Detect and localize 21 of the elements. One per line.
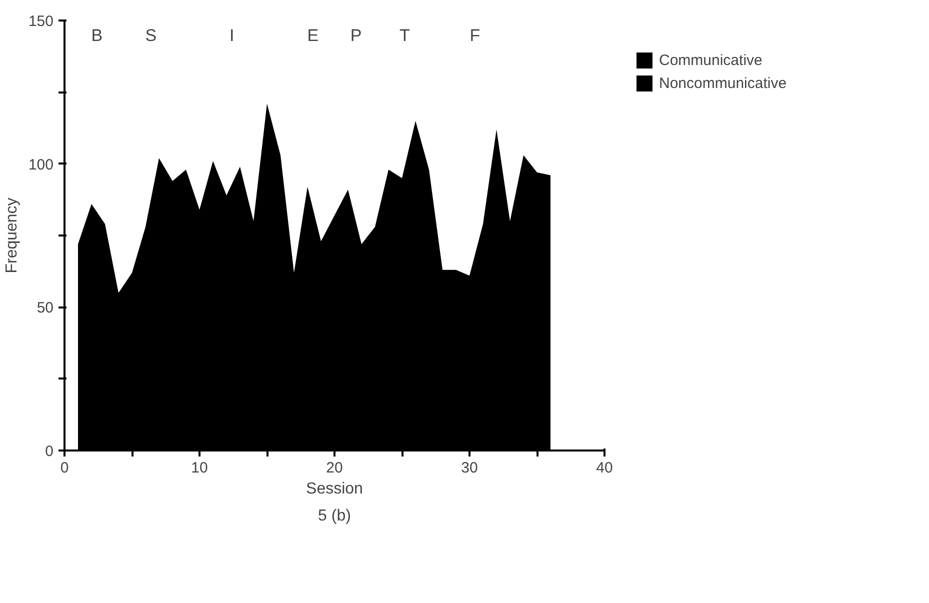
annotation: E bbox=[307, 26, 319, 45]
x-tick-label: 20 bbox=[326, 460, 343, 476]
text: 5 (b) bbox=[318, 508, 351, 524]
annotation: I bbox=[230, 26, 234, 45]
x-tick-label: 10 bbox=[191, 460, 208, 476]
annotation: S bbox=[145, 26, 157, 45]
legend-label: Communicative bbox=[659, 52, 762, 68]
x-axis-title: Session bbox=[306, 480, 363, 498]
annotation: P bbox=[350, 26, 362, 45]
annotation: F bbox=[470, 26, 480, 45]
legend-label: Noncommunicative bbox=[659, 74, 787, 92]
x-tick-label: 0 bbox=[60, 460, 69, 476]
annotation: B bbox=[91, 26, 103, 45]
x-tick-label: 40 bbox=[596, 460, 613, 476]
y-tick-label: 50 bbox=[36, 300, 54, 317]
y-tick-label: 150 bbox=[28, 13, 54, 30]
y-axis-title: Frequency bbox=[3, 198, 20, 274]
y-tick-label: 100 bbox=[28, 156, 54, 174]
annotation: T bbox=[400, 26, 410, 45]
y-tick-label: 0 bbox=[45, 443, 54, 460]
x-tick-label: 30 bbox=[461, 460, 478, 476]
